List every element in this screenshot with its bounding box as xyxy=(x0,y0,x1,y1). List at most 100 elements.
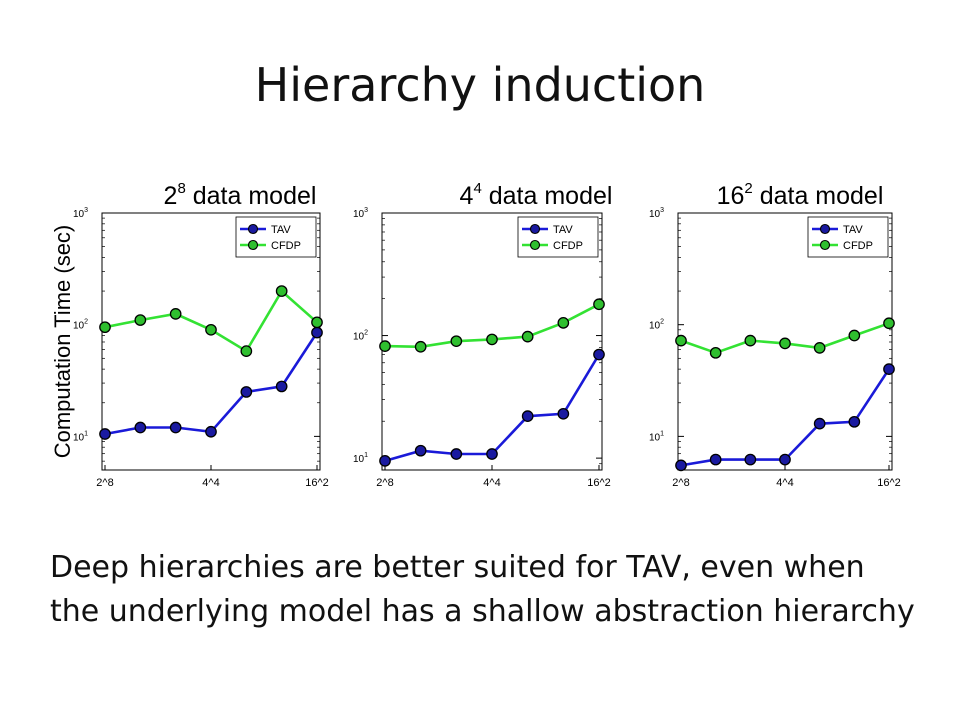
data-point-tav xyxy=(709,453,722,466)
y-tick-base: 10 xyxy=(73,321,85,332)
y-tick-base: 10 xyxy=(73,209,85,220)
data-point-tav xyxy=(883,363,895,375)
data-point-cfdp xyxy=(169,308,182,320)
y-tick-exponent: 1 xyxy=(364,452,368,459)
y-tick-label: 103 xyxy=(353,207,368,220)
data-point-cfdp xyxy=(521,330,534,343)
data-point-cfdp xyxy=(675,334,687,347)
data-point-tav xyxy=(379,455,391,467)
data-point-cfdp xyxy=(813,342,826,354)
legend-label: CFDP xyxy=(553,240,583,252)
x-tick-label: 16^2 xyxy=(877,477,901,489)
legend-label: TAV xyxy=(271,224,291,236)
y-tick-exponent: 3 xyxy=(660,207,664,214)
data-point-tav xyxy=(99,428,111,440)
data-point-tav xyxy=(311,326,323,339)
x-tick-label: 16^2 xyxy=(587,477,611,489)
data-point-cfdp xyxy=(557,316,570,329)
data-point-tav xyxy=(521,410,534,423)
data-point-cfdp xyxy=(593,298,605,311)
data-point-cfdp xyxy=(486,333,498,346)
x-tick-label: 4^4 xyxy=(776,477,793,489)
data-point-cfdp xyxy=(134,314,147,326)
legend-label: CFDP xyxy=(843,240,873,252)
legend-swatch-marker xyxy=(529,239,541,251)
y-tick-base: 10 xyxy=(649,432,661,443)
y-tick-label: 102 xyxy=(73,319,88,332)
data-point-tav xyxy=(169,421,182,434)
data-point-tav xyxy=(675,459,687,472)
y-tick-base: 10 xyxy=(353,209,365,220)
y-tick-base: 10 xyxy=(353,454,365,465)
data-point-tav xyxy=(744,453,757,466)
data-point-cfdp xyxy=(99,321,111,334)
panel-title: 44 data model xyxy=(460,180,613,210)
y-tick-base: 10 xyxy=(353,332,365,343)
data-point-tav xyxy=(240,386,253,398)
y-tick-exponent: 1 xyxy=(660,430,664,437)
legend-box xyxy=(235,216,317,258)
panel-title-exponent: 8 xyxy=(177,180,185,197)
data-point-tav xyxy=(848,415,861,428)
y-tick-exponent: 3 xyxy=(364,207,368,214)
panel-title-text: data model xyxy=(753,182,884,210)
y-axis-label: Computation Time (sec) xyxy=(50,225,75,459)
x-tick-label: 4^4 xyxy=(483,477,500,489)
y-tick-label: 101 xyxy=(73,430,88,443)
y-tick-base: 10 xyxy=(73,432,85,443)
data-point-cfdp xyxy=(709,346,722,359)
y-tick-exponent: 2 xyxy=(364,330,368,337)
x-tick-label: 2^8 xyxy=(96,477,113,489)
data-point-cfdp xyxy=(379,340,391,352)
y-tick-base: 10 xyxy=(649,321,661,332)
legend-swatch-marker xyxy=(247,223,259,235)
legend-label: CFDP xyxy=(271,240,301,252)
x-tick-label: 4^4 xyxy=(202,477,219,489)
panel-title: 162 data model xyxy=(717,180,884,210)
legend-label: TAV xyxy=(843,224,863,236)
data-point-cfdp xyxy=(779,337,791,350)
y-tick-label: 103 xyxy=(649,207,664,220)
data-point-tav xyxy=(593,348,605,361)
y-tick-label: 102 xyxy=(649,319,664,332)
slide-caption: Deep hierarchies are better suited for T… xyxy=(50,550,915,629)
panel-title-exponent: 2 xyxy=(744,180,752,197)
y-tick-label: 101 xyxy=(649,430,664,443)
y-tick-label: 101 xyxy=(353,452,368,465)
y-tick-exponent: 1 xyxy=(84,430,88,437)
data-point-cfdp xyxy=(311,316,323,329)
data-point-cfdp xyxy=(414,340,427,353)
panel-title-base: 16 xyxy=(717,182,745,210)
legend-box xyxy=(517,216,599,258)
data-point-cfdp xyxy=(883,317,895,330)
data-point-tav xyxy=(414,444,427,457)
legend-swatch-marker xyxy=(819,239,831,251)
x-tick-label: 2^8 xyxy=(376,477,393,489)
data-point-tav xyxy=(486,448,498,460)
data-point-cfdp xyxy=(205,323,217,336)
y-tick-exponent: 3 xyxy=(84,207,88,214)
y-tick-exponent: 2 xyxy=(84,319,88,326)
chart-figure: 28 data model 101 102 103 2^8 4^4 16^2 Computat… xyxy=(44,166,916,508)
legend-swatch-marker xyxy=(819,223,831,235)
data-point-cfdp xyxy=(450,335,463,348)
data-point-tav xyxy=(813,417,826,430)
data-point-tav xyxy=(557,407,570,420)
y-tick-exponent: 2 xyxy=(660,319,664,326)
panel-title-text: data model xyxy=(186,182,317,210)
legend-swatch-marker xyxy=(247,239,259,251)
data-point-tav xyxy=(275,380,288,393)
panel-title-exponent: 4 xyxy=(473,180,481,197)
slide-title: Hierarchy induction xyxy=(254,58,706,112)
data-point-tav xyxy=(450,448,463,460)
y-tick-base: 10 xyxy=(649,209,661,220)
data-point-cfdp xyxy=(275,285,288,297)
legend-swatch-marker xyxy=(529,223,541,235)
y-tick-label: 103 xyxy=(73,207,88,220)
data-point-tav xyxy=(779,453,791,466)
legend-box xyxy=(807,216,889,258)
panel-title: 28 data model xyxy=(164,180,317,210)
x-tick-label: 2^8 xyxy=(672,477,689,489)
panel-title-base: 2 xyxy=(164,182,178,210)
